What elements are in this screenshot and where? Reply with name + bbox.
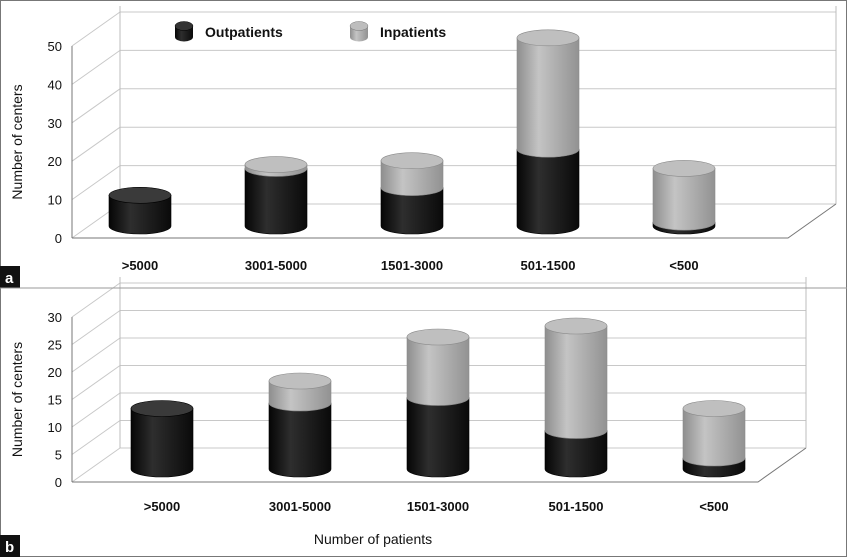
bar-segment-inpatients (380, 160, 444, 196)
bar-segment-inpatients (652, 168, 716, 231)
bar-cap (244, 156, 308, 173)
y-tick-label: 0 (55, 475, 62, 490)
y-tick-label: 5 (55, 448, 62, 463)
y-axis-title: Number of centers (9, 84, 25, 199)
gridline-depth (71, 11, 121, 47)
bar-stack (516, 29, 580, 235)
gridline-depth (71, 310, 121, 345)
panel-tag-b-text: b (5, 539, 14, 556)
x-axis-title: Number of patients (314, 531, 432, 547)
y-tick-label: 40 (48, 77, 62, 92)
bar-stack (268, 372, 332, 478)
panel-b: 0 5 10 15 20 25 30 Number of centers >5000 3001-5… (9, 277, 807, 514)
bar-cap (516, 29, 580, 47)
panel-tag-a: a (0, 266, 20, 288)
x-tick-label: >5000 (122, 258, 159, 273)
panel-tag-a-box (0, 266, 20, 288)
bar-segment-inpatients (544, 325, 608, 439)
floor (72, 447, 807, 483)
x-tick-label: 1501-3000 (407, 499, 469, 514)
gridline-depth (71, 49, 121, 85)
bar-segment-outpatients (406, 397, 470, 478)
gridline-depth (71, 126, 121, 162)
panel-a: 0 10 20 30 40 50 Number of centers >5000 3001-50… (9, 6, 837, 273)
x-tick-label: 3001-5000 (245, 258, 307, 273)
legend-item-outpatients: Outpatients (174, 21, 283, 42)
legend: Outpatients Inpatients (174, 21, 446, 42)
panel-tag-b-box (0, 535, 20, 557)
bar-stack (244, 156, 308, 235)
gridline-depth (71, 447, 121, 483)
y-tick-label: 25 (48, 338, 62, 353)
panel-tag-b: b (0, 535, 20, 557)
bar-segment-outpatients (544, 430, 608, 478)
y-tick-label: 15 (48, 393, 62, 408)
y-tick-label: 20 (48, 365, 62, 380)
bar-stack (682, 400, 746, 478)
bar-cap (268, 372, 332, 390)
y-tick-label: 30 (48, 116, 62, 131)
bar-cap (544, 317, 608, 335)
bar-stack (406, 328, 470, 478)
gridline-depth (71, 88, 121, 124)
bar-stack (652, 160, 716, 235)
bar-segment-outpatients (130, 408, 194, 478)
panel-tag-a-text: a (5, 270, 14, 287)
x-tick-label: 501-1500 (521, 258, 576, 273)
floor (72, 203, 837, 239)
x-tick-label: <500 (669, 258, 698, 273)
bar-cap (682, 400, 746, 417)
legend-swatch-outpatients-top (174, 21, 194, 31)
legend-swatch-inpatients-top (349, 21, 369, 31)
bar-segment-inpatients (682, 408, 746, 467)
bar-segment-outpatients (516, 148, 580, 235)
legend-label-inpatients: Inpatients (380, 24, 446, 40)
bar-stack (544, 317, 608, 478)
legend-label-outpatients: Outpatients (205, 24, 283, 40)
x-tick-label: 3001-5000 (269, 499, 331, 514)
bar-cap (130, 400, 194, 417)
legend-item-inpatients: Inpatients (349, 21, 446, 42)
y-axis-title: Number of centers (9, 342, 25, 457)
x-tick-label: 501-1500 (549, 499, 604, 514)
bar-stack (380, 152, 444, 235)
x-tick-label: 1501-3000 (381, 258, 443, 273)
bar-segment-outpatients (268, 402, 332, 478)
bar-cap (108, 186, 172, 204)
bar-cap (380, 152, 444, 170)
bar-stack (108, 186, 172, 235)
bar-cap (652, 160, 716, 177)
bar-segment-inpatients (268, 380, 332, 412)
gridline-depth (71, 165, 121, 201)
gridline-depth (71, 420, 121, 455)
x-tick-label: <500 (699, 499, 728, 514)
gridline-depth (71, 392, 121, 428)
bar-segment-outpatients (380, 187, 444, 235)
y-tick-label: 30 (48, 310, 62, 325)
gridline-depth (71, 337, 121, 373)
y-tick-label: 10 (48, 193, 62, 208)
gridline-depth (71, 282, 121, 318)
y-tick-label: 10 (48, 420, 62, 435)
bar-stack (130, 400, 194, 478)
bar-segment-outpatients (108, 194, 172, 235)
bar-segment-inpatients (406, 336, 470, 406)
y-tick-label: 0 (55, 231, 62, 246)
bar-segment-outpatients (244, 168, 308, 235)
bar-segment-inpatients (516, 37, 580, 158)
x-tick-label: >5000 (144, 499, 181, 514)
y-tick-label: 20 (48, 154, 62, 169)
bar-cap (406, 328, 470, 346)
gridline-depth (71, 365, 121, 400)
y-tick-label: 50 (48, 39, 62, 54)
